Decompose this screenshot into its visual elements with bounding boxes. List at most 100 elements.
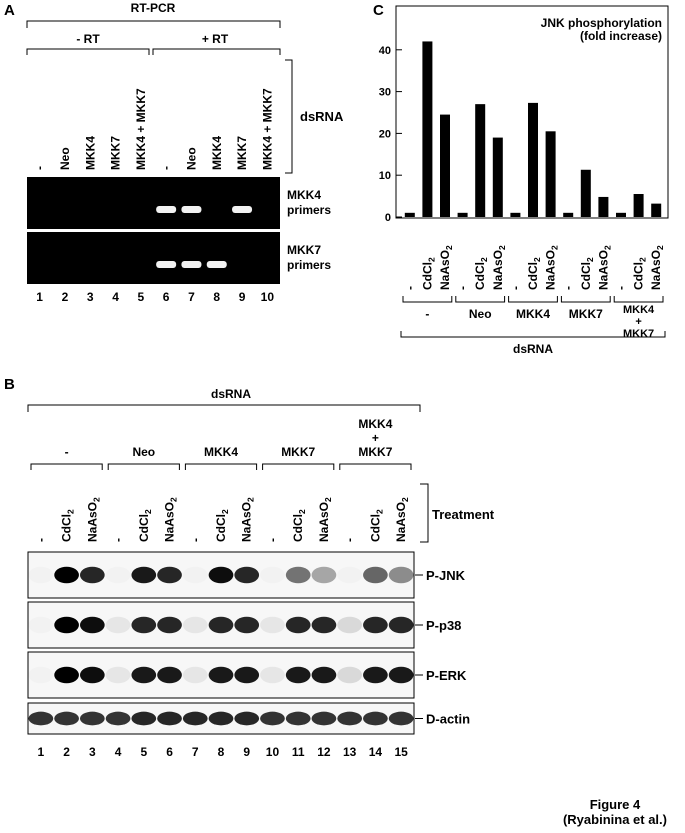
bar-none-none (404, 212, 415, 217)
x-label-7: - (508, 286, 522, 290)
band-p-jnk-lane-14 (363, 566, 388, 584)
bar-mkk4-cdcl2 (528, 102, 538, 217)
band-p-p38-lane-7 (182, 616, 208, 634)
lane-number-a-9: 9 (239, 290, 246, 304)
band-p-p38-lane-15 (388, 616, 414, 634)
group-label-b-last-2: + (372, 431, 379, 445)
treatment-label-lane-7: - (188, 538, 202, 542)
chart-title-line2: (fold increase) (580, 29, 662, 43)
band-p-erk-lane-8 (208, 666, 234, 684)
band-p-erk-lane-13 (337, 666, 363, 684)
panel-c-letter: C (373, 2, 384, 19)
lane-label-a-10: MKK4 + MKK7 (260, 88, 274, 170)
lane-number-b-11: 11 (292, 745, 305, 759)
band-p-p38-lane-10 (260, 616, 285, 634)
bar-mkk4-none (510, 212, 521, 217)
group-label-c-last-2: + (635, 316, 641, 328)
y-tick-label-10: 10 (379, 170, 391, 182)
treatment-label-lane-15: NaAsO2 (394, 497, 410, 542)
band-p-erk-lane-15 (388, 666, 414, 684)
lane-number-b-7: 7 (192, 745, 199, 759)
dsrna-label-c: dsRNA (513, 342, 553, 356)
band-p-jnk-lane-1 (28, 566, 54, 584)
group-label-c-neo: Neo (469, 307, 492, 321)
lane-label-a-1: - (33, 166, 47, 170)
gel-label-mkk7-line1: MKK7 (287, 243, 321, 257)
y-tick-label-30: 30 (379, 87, 391, 99)
band-p-jnk-lane-15 (388, 566, 414, 584)
x-label-14: CdCl2 (632, 257, 648, 290)
x-label-5: CdCl2 (473, 257, 489, 290)
x-label-11: CdCl2 (579, 257, 595, 290)
treatment-label-lane-8: CdCl2 (214, 509, 230, 542)
group-label-b-mkk4: MKK4 (204, 445, 238, 459)
band-d-actin-lane-8 (208, 711, 234, 726)
band-mkk7-lane-7 (181, 261, 202, 268)
y-tick-label-40: 40 (379, 45, 391, 57)
lane-label-a-9: MKK7 (235, 136, 249, 170)
band-d-actin-lane-6 (157, 711, 182, 726)
band-p-jnk-lane-6 (157, 566, 182, 584)
band-p-p38-lane-6 (157, 616, 182, 634)
lane-label-a-7: Neo (184, 147, 198, 170)
band-p-jnk-lane-9 (234, 566, 260, 584)
treatment-label: Treatment (432, 507, 495, 522)
group-bracket-c-mkk4-mkk7 (613, 296, 664, 303)
lane-number-b-3: 3 (89, 745, 96, 759)
band-d-actin-lane-1 (28, 711, 54, 726)
blot-label-p-erk: P-ERK (426, 668, 467, 683)
group-label-b-neo: Neo (132, 445, 155, 459)
band-d-actin-lane-13 (337, 711, 363, 726)
group-label-b-last-1: MKK4 (358, 417, 392, 431)
lane-number-b-13: 13 (343, 745, 357, 759)
band-p-erk-lane-3 (79, 666, 105, 684)
lane-number-b-4: 4 (115, 745, 122, 759)
band-mkk7-lane-6 (156, 261, 177, 268)
bar-none-naaso2 (440, 114, 450, 217)
bar-neo-naaso2 (492, 137, 503, 217)
band-d-actin-lane-15 (388, 711, 414, 726)
lane-label-a-4: MKK7 (109, 136, 123, 170)
lane-number-a-1: 1 (36, 290, 43, 304)
group-bracket-c-mkk7 (560, 296, 611, 303)
band-p-p38-lane-8 (208, 616, 234, 634)
band-p-p38-lane-12 (311, 616, 337, 634)
band-mkk7-lane-8 (206, 261, 227, 268)
band-p-jnk-lane-13 (337, 566, 363, 584)
treatment-label-lane-2: CdCl2 (60, 509, 76, 542)
band-p-jnk-lane-10 (260, 566, 285, 584)
treatment-label-lane-6: NaAsO2 (163, 497, 179, 542)
bar-mkk4-naaso2 (545, 131, 556, 217)
chart-frame (395, 5, 669, 219)
dsrna-bracket-c (400, 331, 666, 338)
minus-rt-label: - RT (76, 32, 100, 46)
caption-line1: Figure 4 (589, 797, 641, 812)
lane-number-a-10: 10 (261, 290, 275, 304)
band-p-p38-lane-13 (337, 616, 363, 634)
group-label-b-mkk7: MKK7 (281, 445, 315, 459)
figure-caption: Figure 4 (Ryabinina et al.) (563, 797, 667, 827)
lane-number-b-12: 12 (317, 745, 331, 759)
x-label-2: CdCl2 (420, 257, 436, 290)
lane-number-b-1: 1 (38, 745, 45, 759)
gel-mkk4 (27, 177, 280, 229)
band-p-jnk-lane-11 (285, 566, 311, 584)
band-p-erk-lane-14 (363, 666, 388, 684)
group-bracket-c-none (402, 296, 453, 303)
band-d-actin-lane-10 (260, 711, 285, 726)
band-p-erk-lane-11 (285, 666, 311, 684)
lane-number-a-5: 5 (138, 290, 145, 304)
panel-a-letter: A (4, 2, 15, 19)
band-p-p38-lane-3 (79, 616, 105, 634)
lane-number-b-5: 5 (140, 745, 147, 759)
band-p-jnk-lane-4 (105, 566, 131, 584)
bar-neo-none (457, 212, 468, 217)
x-label-4: - (456, 286, 470, 290)
treatment-label-lane-1: - (34, 538, 48, 542)
lane-number-b-14: 14 (369, 745, 383, 759)
group-label-c-last-1: MKK4 (623, 304, 655, 316)
lane-number-a-2: 2 (62, 290, 69, 304)
lane-number-b-8: 8 (218, 745, 225, 759)
group-label-c-last-3: MKK7 (623, 328, 654, 340)
